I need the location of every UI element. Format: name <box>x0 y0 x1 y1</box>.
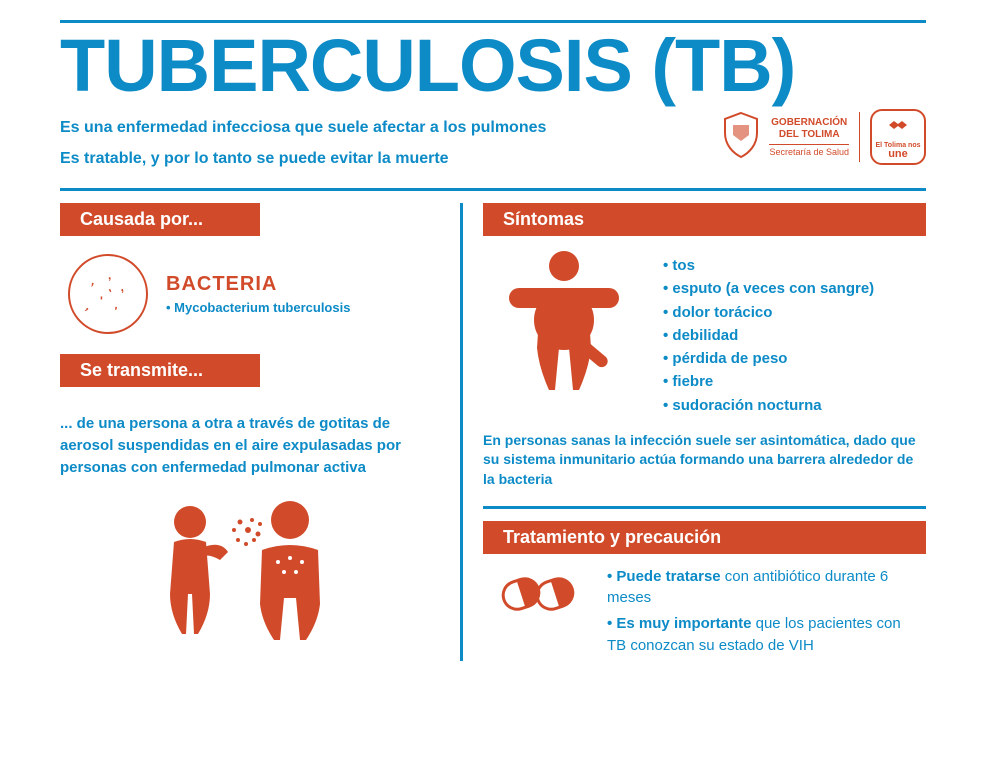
treatment-row: Puede tratarse con antibiótico durante 6… <box>493 566 926 661</box>
symptoms-row: tos esputo (a veces con sangre) dolor to… <box>499 248 926 417</box>
transmit-figure <box>60 494 430 649</box>
logo-divider <box>859 112 860 162</box>
treat-bold: Es muy importante <box>616 615 751 632</box>
symptom-item: dolor torácico <box>663 301 874 324</box>
subtitle-line-1: Es una enfermedad infecciosa que suele a… <box>60 113 546 143</box>
pills-icon <box>493 566 583 627</box>
cough-people-icon <box>140 631 350 648</box>
main-columns: Causada por... , ' , ' , , ' BACTERIA My… <box>60 203 926 661</box>
bacteria-row: , ' , ' , , ' BACTERIA Mycobacterium tub… <box>68 254 430 334</box>
bacteria-sub: Mycobacterium tuberculosis <box>166 300 350 315</box>
pill-treatment: Tratamiento y precaución <box>483 521 926 554</box>
mid-divider <box>483 506 926 509</box>
treatment-list: Puede tratarse con antibiótico durante 6… <box>607 566 907 661</box>
treatment-item: Puede tratarse con antibiótico durante 6… <box>607 566 907 610</box>
page-title: TUBERCULOSIS (TB) <box>60 31 926 101</box>
gov-text: GOBERNACIÓN DEL TOLIMA Secretaría de Sal… <box>769 117 849 158</box>
une-line2: nos <box>908 142 920 149</box>
une-text: El Tolima nos une <box>875 142 920 160</box>
header-row: Es una enfermedad infecciosa que suele a… <box>60 113 926 174</box>
symptom-item: pérdida de peso <box>663 347 874 370</box>
gov-line3: Secretaría de Salud <box>769 144 849 158</box>
gov-line2: DEL TOLIMA <box>769 129 849 142</box>
transmit-text: ... de una persona a otra a través de go… <box>60 413 430 478</box>
right-column: Síntomas tos esputo (a veces con sangre) <box>460 203 926 661</box>
bacteria-icon: , ' , ' , , ' <box>68 254 148 334</box>
une-badge: El Tolima nos une <box>870 109 926 165</box>
treatment-item: Es muy importante que los pacientes con … <box>607 613 907 657</box>
pill-symptoms: Síntomas <box>483 203 926 236</box>
gov-line1: GOBERNACIÓN <box>769 117 849 130</box>
handshake-icon <box>886 115 910 140</box>
une-line3: une <box>875 149 920 160</box>
header-divider <box>60 188 926 191</box>
symptom-note: En personas sanas la infección suele ser… <box>483 431 926 490</box>
bacteria-heading: BACTERIA <box>166 273 350 296</box>
top-divider <box>60 20 926 23</box>
logo-group: GOBERNACIÓN DEL TOLIMA Secretaría de Sal… <box>721 109 926 165</box>
symptom-item: esputo (a veces con sangre) <box>663 277 874 300</box>
pill-transmit: Se transmite... <box>60 354 260 387</box>
subtitle-line-2: Es tratable, y por lo tanto se puede evi… <box>60 144 546 174</box>
treat-bold: Puede tratarse <box>616 568 720 585</box>
body-magnifier-icon <box>499 248 629 403</box>
symptom-item: tos <box>663 254 874 277</box>
symptom-item: debilidad <box>663 324 874 347</box>
pill-cause: Causada por... <box>60 203 260 236</box>
subtitle-block: Es una enfermedad infecciosa que suele a… <box>60 113 546 174</box>
symptom-item: fiebre <box>663 370 874 393</box>
gov-logo: GOBERNACIÓN DEL TOLIMA Secretaría de Sal… <box>721 111 849 164</box>
shield-icon <box>721 111 761 164</box>
symptom-item: sudoración nocturna <box>663 394 874 417</box>
left-column: Causada por... , ' , ' , , ' BACTERIA My… <box>60 203 430 661</box>
symptom-list: tos esputo (a veces con sangre) dolor to… <box>663 254 874 417</box>
bacteria-label: BACTERIA Mycobacterium tuberculosis <box>166 273 350 315</box>
